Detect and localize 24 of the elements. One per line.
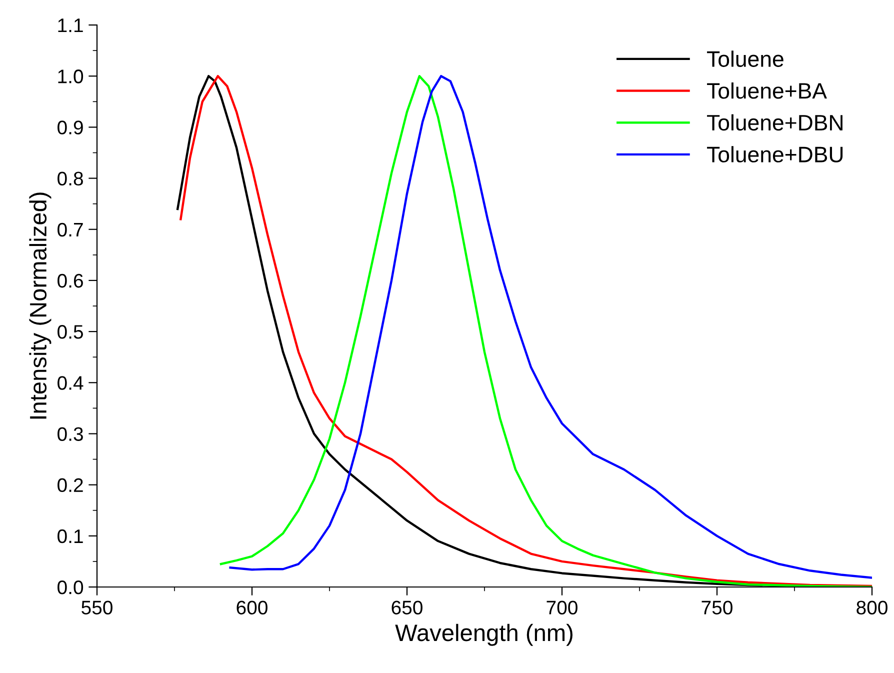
y-axis-title: Intensity (Normalized) xyxy=(29,192,52,419)
y-tick-label: 0.1 xyxy=(58,529,83,544)
y-tick-label: 0.3 xyxy=(58,427,83,441)
x-tick-label: 750 xyxy=(702,600,732,614)
y-tick-label: 0.2 xyxy=(58,478,83,492)
y-tick-label: 1.0 xyxy=(58,70,84,84)
y-tick-label: 0.7 xyxy=(58,222,83,237)
y-tick-label: 0.4 xyxy=(58,376,84,390)
x-tick-label: 700 xyxy=(546,600,578,614)
legend-label: Toluene+BA xyxy=(707,82,827,99)
y-tick-label: 0.5 xyxy=(58,325,83,339)
y-tick-label: 0.6 xyxy=(58,274,83,288)
legend-label: Toluene xyxy=(707,50,784,67)
x-tick-label: 600 xyxy=(236,600,268,614)
x-tick-label: 800 xyxy=(856,600,888,614)
x-tick-label: 550 xyxy=(82,600,112,614)
legend-label: Toluene+DBU xyxy=(707,146,843,162)
y-tick-label: 0.9 xyxy=(58,120,83,134)
legend-label: Toluene+DBN xyxy=(707,114,842,131)
x-axis-title: Wavelength (nm) xyxy=(395,624,572,646)
y-tick-label: 0.0 xyxy=(58,580,84,594)
y-tick-label: 1.1 xyxy=(58,18,83,32)
x-tick-label: 650 xyxy=(392,600,422,614)
y-tick-label: 0.8 xyxy=(58,172,83,186)
